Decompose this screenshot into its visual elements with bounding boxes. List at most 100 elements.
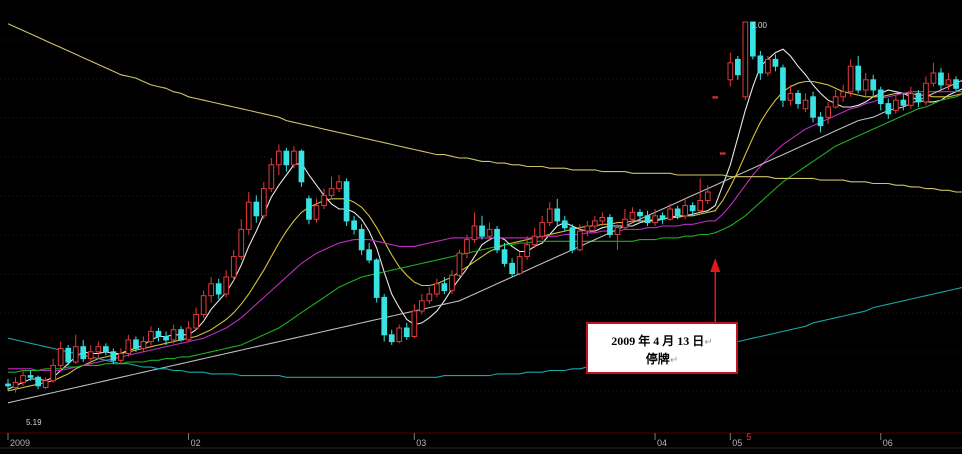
- candle-body: [787, 92, 794, 101]
- candle-body: [366, 249, 372, 261]
- candle-body: [80, 346, 87, 360]
- candle-body: [689, 205, 696, 212]
- candle-body: [35, 376, 41, 387]
- candle-body: [930, 72, 937, 84]
- candle-body: [494, 228, 500, 251]
- candle-body: [682, 205, 688, 217]
- candle-body: [795, 92, 801, 105]
- annotation-text: 停牌↵: [645, 352, 679, 366]
- candle-body: [163, 336, 169, 341]
- candle-body: [65, 347, 72, 363]
- candle-body: [103, 346, 109, 353]
- x-tick-label: 04: [657, 438, 667, 448]
- candle-body: [223, 276, 230, 295]
- candle-body: [870, 79, 877, 91]
- candle-body: [637, 211, 643, 217]
- candle-body: [855, 65, 862, 91]
- suspension-annotation-box: 2009 年 4 月 13 日↵ 停牌↵: [586, 322, 738, 374]
- candle-body: [750, 21, 756, 57]
- candle-body: [471, 225, 478, 241]
- candle-body: [908, 92, 914, 106]
- candle-body: [419, 300, 425, 312]
- candle-body: [780, 67, 786, 101]
- candle-body: [825, 106, 831, 118]
- candle-body: [57, 347, 64, 366]
- x-tick-label: 2009: [10, 438, 30, 448]
- candle-body: [441, 283, 448, 292]
- candle-body: [674, 208, 681, 217]
- candle-body: [403, 327, 410, 337]
- candle-body: [847, 65, 854, 93]
- candle-body: [313, 205, 320, 220]
- candle-body: [486, 228, 493, 237]
- candle-body: [923, 82, 929, 103]
- candle-body: [140, 341, 147, 349]
- candle-body: [328, 188, 335, 196]
- candle-body: [381, 296, 388, 336]
- candle-body: [945, 79, 952, 86]
- candle-body: [12, 381, 19, 388]
- candle-body: [155, 330, 162, 337]
- candle-body: [5, 383, 11, 387]
- candle-body: [501, 249, 508, 264]
- candle-body: [554, 208, 561, 222]
- candle-body: [336, 181, 342, 190]
- candle-body: [456, 252, 463, 276]
- candle-body: [268, 164, 275, 190]
- ma-line-4: [7, 79, 962, 404]
- candle-body: [291, 150, 297, 166]
- candle-body: [245, 201, 252, 230]
- candle-body: [118, 353, 124, 361]
- candle-body: [840, 91, 846, 98]
- candle-body: [772, 58, 779, 67]
- candle-body: [629, 211, 636, 220]
- candle-body: [697, 200, 704, 212]
- candle-body: [298, 150, 305, 183]
- annotation-date: 2009 年 4 月 13 日↵: [611, 334, 713, 348]
- x-tick-label: 02: [191, 438, 201, 448]
- candle-body: [276, 150, 282, 166]
- ma-line-6: [7, 286, 962, 378]
- candle-body: [659, 215, 666, 220]
- candle-body: [42, 380, 49, 389]
- candle-body: [208, 283, 215, 297]
- candle-body: [516, 256, 523, 275]
- x-tick-label: 06: [883, 438, 893, 448]
- candle-body: [72, 346, 79, 363]
- candle-body: [50, 364, 56, 382]
- candle-body: [938, 72, 944, 86]
- candle-body: [802, 99, 809, 110]
- candle-body: [87, 351, 94, 360]
- ma-line-5: [7, 23, 962, 193]
- candle-body: [396, 327, 403, 343]
- candle-body: [727, 62, 734, 81]
- candle-body: [20, 375, 26, 383]
- candle-body: [885, 103, 892, 115]
- candle-body: [531, 235, 538, 246]
- candle-body: [253, 201, 260, 217]
- candle-body: [524, 244, 530, 258]
- candle-body: [178, 329, 184, 341]
- candle-body: [283, 150, 290, 166]
- candle-body: [877, 89, 884, 105]
- candle-body: [667, 208, 673, 220]
- candle-body: [592, 220, 598, 227]
- candle-body: [133, 339, 139, 349]
- candle-body: [546, 208, 553, 224]
- candle-body: [712, 96, 719, 99]
- candle-body: [388, 334, 395, 343]
- annotation-arrow-head: [710, 258, 721, 272]
- x-tick-label: 05: [732, 438, 742, 448]
- x-tick-label: 03: [416, 438, 426, 448]
- candle-body: [719, 152, 726, 155]
- candle-body: [193, 313, 200, 329]
- candle-body: [644, 215, 651, 224]
- candle-body: [652, 215, 658, 224]
- candle-body: [200, 295, 207, 315]
- candle-body: [185, 327, 192, 341]
- candle-body: [411, 310, 418, 337]
- candle-body: [479, 225, 485, 237]
- candle-body: [125, 339, 132, 354]
- candle-body: [170, 329, 177, 341]
